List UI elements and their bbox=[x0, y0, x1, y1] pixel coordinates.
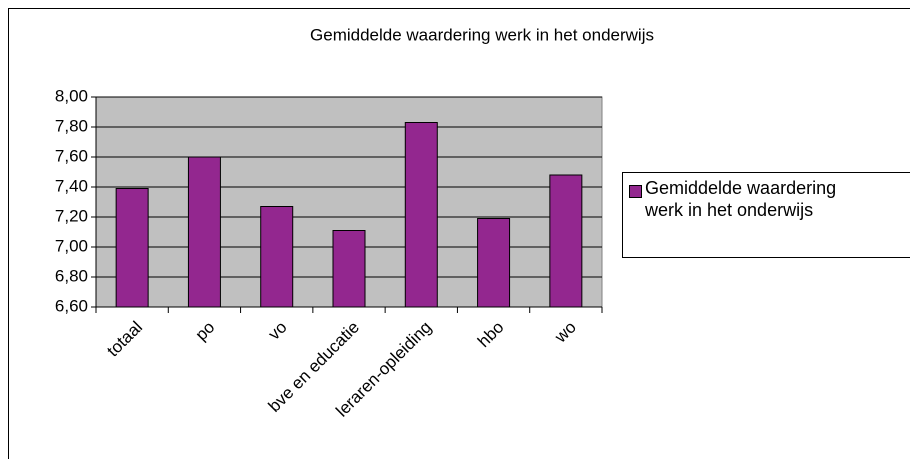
y-tick-label: 7,40 bbox=[55, 176, 88, 195]
y-tick-label: 8,00 bbox=[55, 86, 88, 105]
bar bbox=[115, 188, 149, 308]
legend-key bbox=[629, 185, 642, 198]
y-tick-label: 7,00 bbox=[55, 236, 88, 255]
y-tick-label: 6,80 bbox=[55, 266, 88, 285]
bar bbox=[332, 230, 366, 308]
bar bbox=[187, 156, 221, 308]
y-tick-label: 7,80 bbox=[55, 116, 88, 135]
y-tick-label: 7,60 bbox=[55, 146, 88, 165]
bar bbox=[477, 218, 511, 308]
legend: Gemiddelde waardering werk in het onderw… bbox=[622, 172, 910, 258]
chart-title: Gemiddelde waardering werk in het onderw… bbox=[310, 25, 654, 44]
legend-label: Gemiddelde waardering werk in het onderw… bbox=[645, 178, 837, 220]
bar bbox=[549, 174, 583, 308]
bar bbox=[260, 206, 294, 308]
y-tick-label: 6,60 bbox=[55, 296, 88, 315]
bar bbox=[404, 122, 438, 308]
y-tick-label: 7,20 bbox=[55, 206, 88, 225]
